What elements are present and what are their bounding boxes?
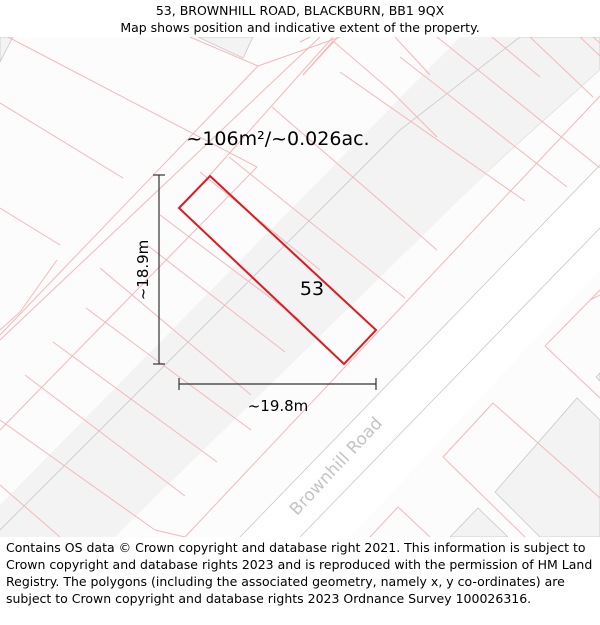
map-subtitle: Map shows position and indicative extent… <box>120 20 480 35</box>
building-se-2 <box>449 507 509 537</box>
copyright-footer: Contains OS data © Crown copyright and d… <box>6 539 596 607</box>
height-measure-line <box>153 174 165 365</box>
map-header: 53, BROWNHILL ROAD, BLACKBURN, BB1 9QX M… <box>0 0 600 37</box>
property-address: 53, BROWNHILL ROAD, BLACKBURN, BB1 9QX <box>155 3 445 18</box>
building-top <box>197 37 254 59</box>
width-measure-line <box>178 378 377 390</box>
building-top-left <box>0 37 14 63</box>
property-map[interactable]: ~106m²/~0.026ac. 53 ~18.9m ~19.8m Brownh… <box>0 37 600 537</box>
area-label: ~106m²/~0.026ac. <box>186 128 369 150</box>
property-boundary-53[interactable] <box>177 174 378 366</box>
road-edge-south <box>299 227 600 537</box>
building-se-3 <box>595 372 600 382</box>
height-measure-label: ~18.9m <box>134 240 152 301</box>
road-edge-north <box>239 164 600 537</box>
front-gardens <box>114 70 600 537</box>
copyright-text: Contains OS data © Crown copyright and d… <box>6 540 593 606</box>
plot-number-label: 53 <box>300 278 324 300</box>
building-se-1 <box>494 397 600 537</box>
width-measure-label: ~19.8m <box>248 397 309 415</box>
parcel-boundaries <box>0 37 600 537</box>
